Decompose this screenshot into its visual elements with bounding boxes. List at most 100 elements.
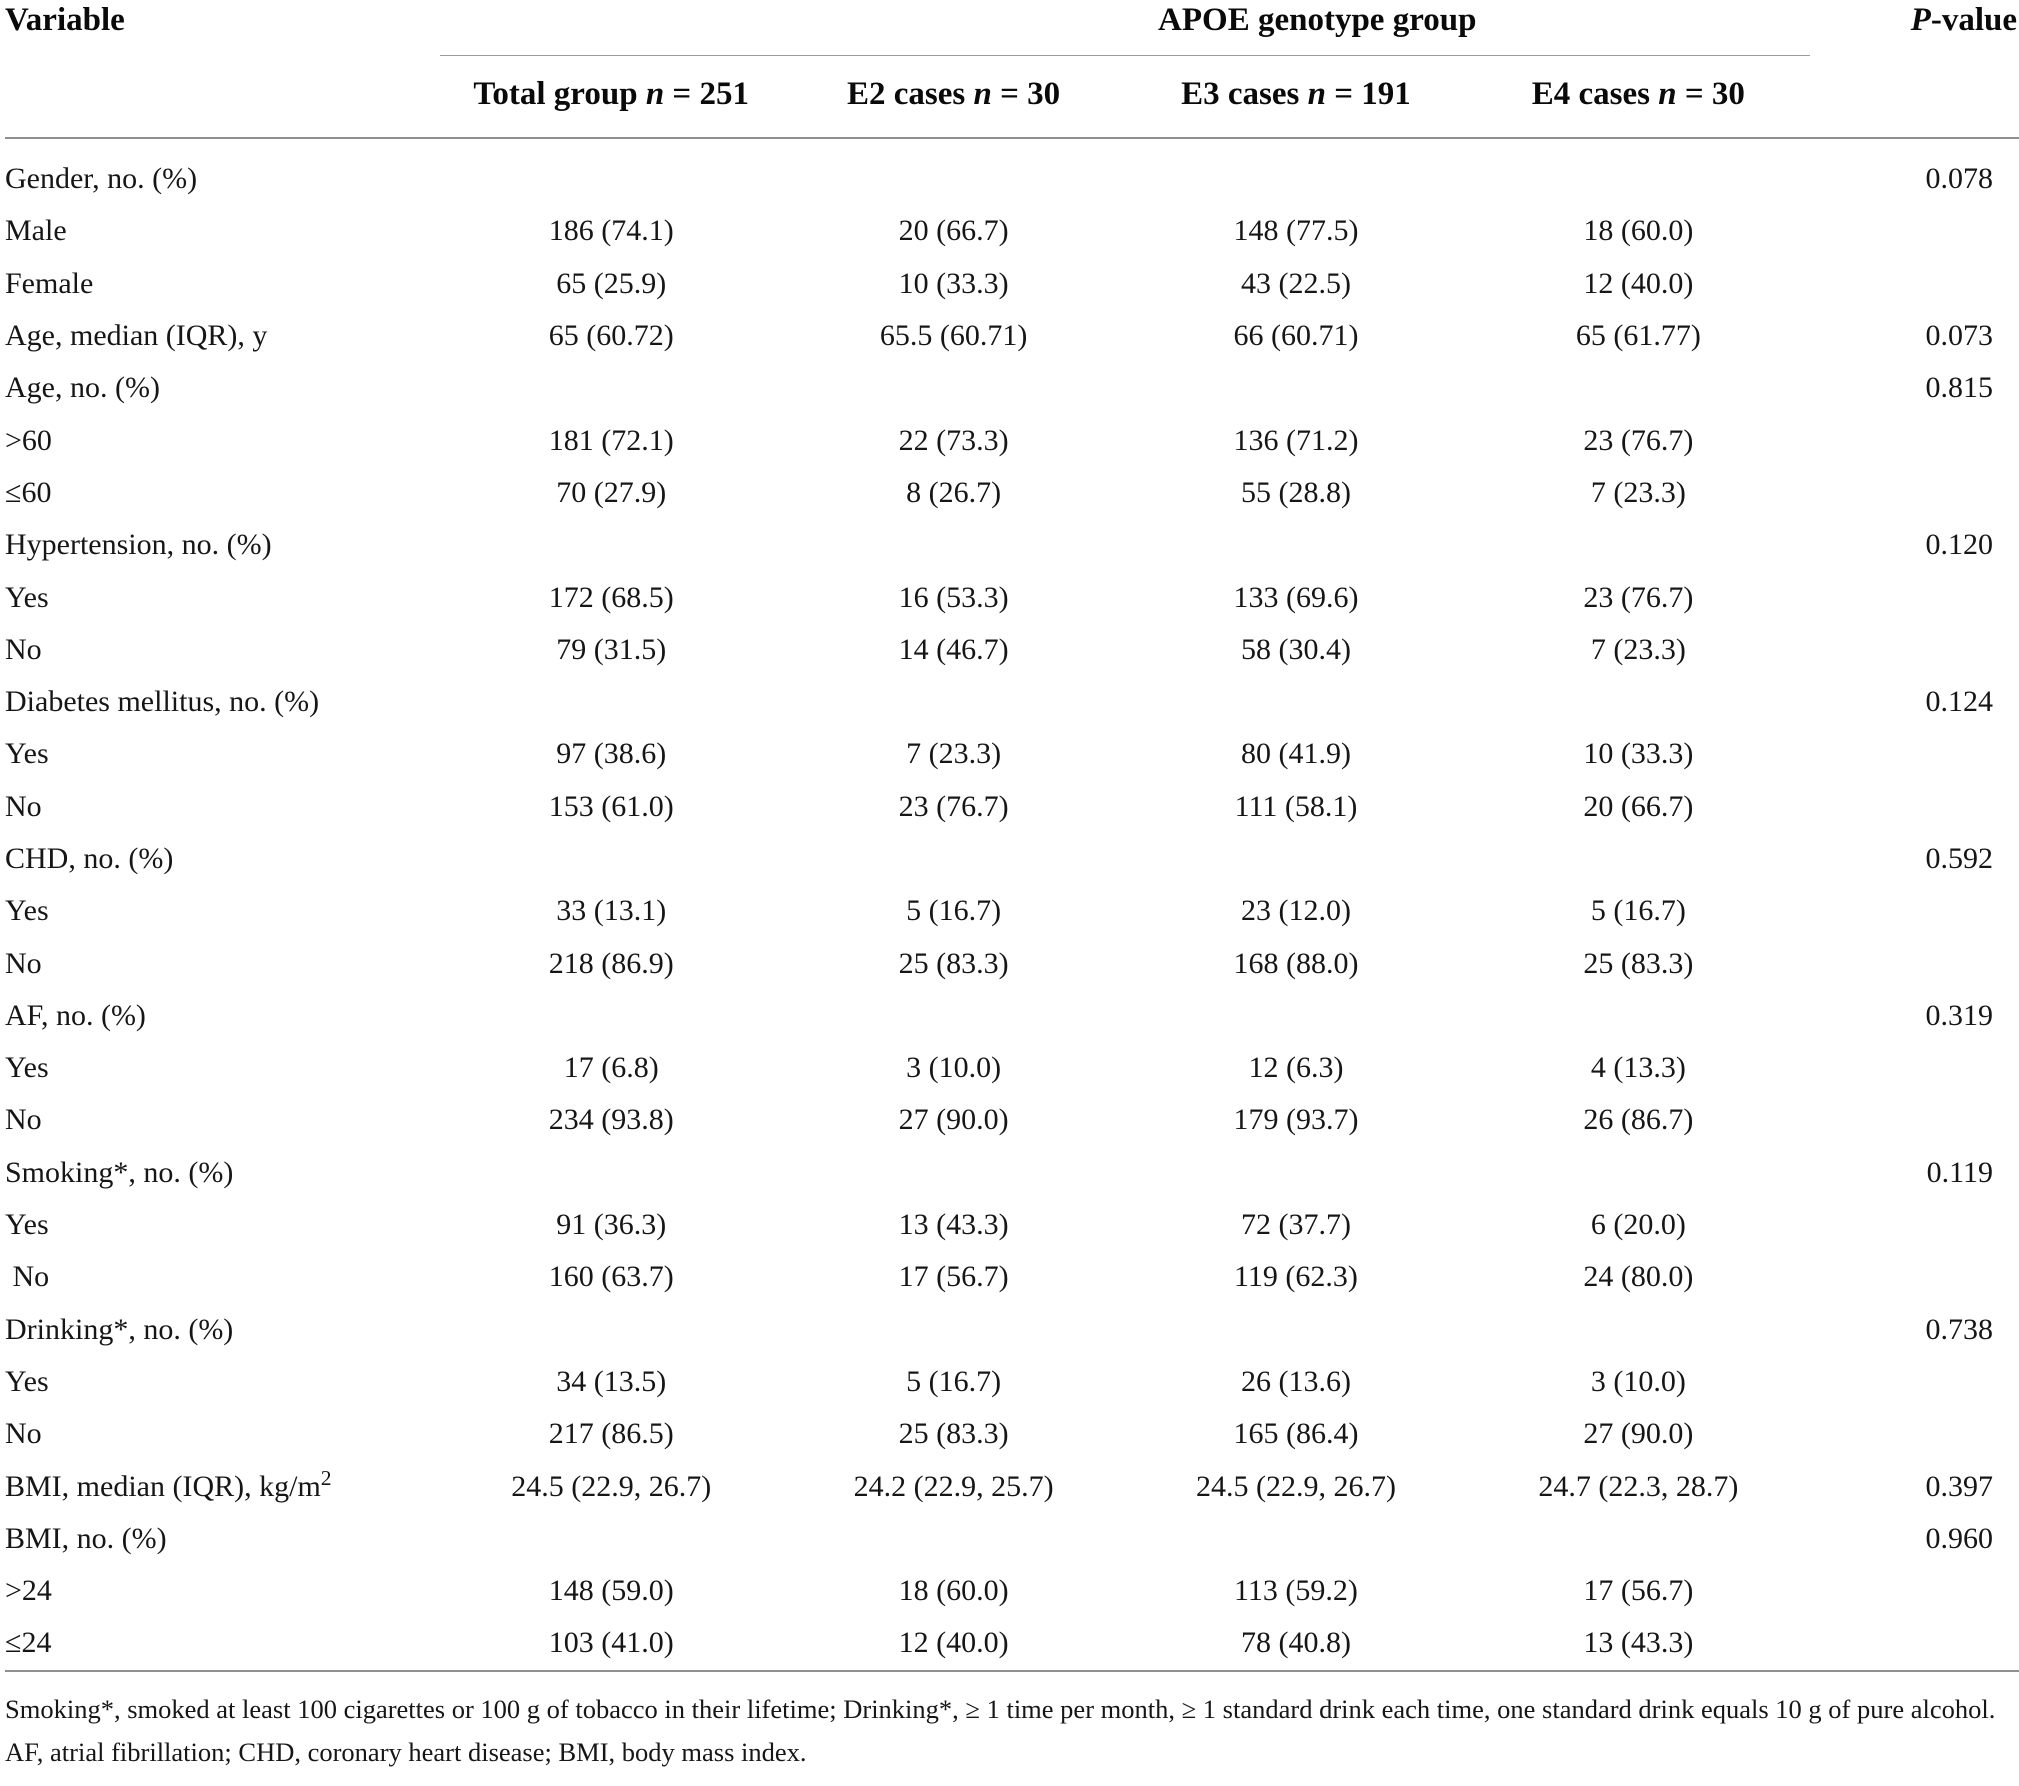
equals-symbol: =: [991, 76, 1028, 112]
cell-total-group: [440, 1513, 782, 1565]
table-row: Yes 91 (36.3) 13 (43.3) 72 (37.7) 6 (20.0): [5, 1199, 2019, 1251]
row-label-text: Age, median (IQR), y: [5, 319, 268, 353]
row-label: Hypertension, no. (%): [5, 519, 440, 571]
cell-total-group: 65 (60.72): [548, 319, 674, 353]
table-row: Yes 34 (13.5) 5 (16.7) 26 (13.6) 3 (10.0): [5, 1356, 2019, 1408]
subheader-spacer-left: [5, 55, 441, 139]
cell-e3-cases: 23 (12.0): [1240, 894, 1351, 928]
cell-pvalue: [1810, 205, 2019, 257]
cell-e4-cases: 4 (13.3): [1590, 1051, 1686, 1085]
cell-pvalue: [1810, 467, 2019, 519]
subheader-count: 30: [1027, 76, 1061, 112]
cell-e4-cases: 26 (86.7): [1583, 1103, 1694, 1137]
table-row: AF, no. (%) 0.319: [5, 990, 2019, 1042]
cell-e2-cases: 10 (33.3): [898, 266, 1009, 300]
cell-pvalue: [1810, 1094, 2019, 1146]
table-header: Variable APOE genotype group P-value Tot…: [5, 2, 2019, 139]
n-symbol: n: [645, 76, 665, 112]
cell-total-group: 186 (74.1): [548, 214, 674, 248]
footnote-definitions: Smoking*, smoked at least 100 cigarettes…: [5, 1693, 1996, 1724]
cell-total-group: 153 (61.0): [548, 789, 674, 823]
table-row: Smoking*, no. (%) 0.119: [5, 1147, 2019, 1199]
cell-e4-cases: [1467, 990, 1809, 1042]
table-row: BMI, median (IQR), kg/m2 24.5 (22.9, 26.7…: [5, 1460, 2019, 1512]
cell-e2-cases: 25 (83.3): [898, 946, 1009, 980]
table-row: ≤60 70 (27.9) 8 (26.7) 55 (28.8) 7 (23.3): [5, 467, 2019, 519]
row-label-text: >24: [5, 1574, 52, 1608]
table-row: No 217 (86.5) 25 (83.3) 165 (86.4) 27 (90.0): [5, 1408, 2019, 1460]
cell-e4-cases: [1467, 138, 1809, 205]
cell-e3-cases: 168 (88.0): [1233, 946, 1359, 980]
table-row: Gender, no. (%) 0.078: [5, 138, 2019, 205]
cell-e4-cases: 20 (66.7): [1583, 789, 1694, 823]
cell-pvalue: [1810, 1042, 2019, 1094]
cell-total-group: 181 (72.1): [548, 423, 674, 457]
row-label: Drinking*, no. (%): [5, 1304, 440, 1356]
cell-e3-cases: [1125, 1147, 1467, 1199]
cell-pvalue: [1810, 1356, 2019, 1408]
cell-e4-cases: [1467, 362, 1809, 414]
row-label-text: No: [5, 1260, 50, 1294]
cell-pvalue: [1810, 1251, 2019, 1303]
cell-e3-cases: 80 (41.9): [1240, 737, 1351, 771]
cell-e3-cases: 78 (40.8): [1240, 1626, 1351, 1660]
cell-e4-cases: 24 (80.0): [1583, 1260, 1694, 1294]
column-header-variable: Variable: [5, 2, 125, 38]
table-row: Age, median (IQR), y 65 (60.72) 65.5 (60.7…: [5, 310, 2019, 362]
cell-e2-cases: 20 (66.7): [898, 214, 1009, 248]
cell-e4-cases: [1467, 519, 1809, 571]
table-row: No 153 (61.0) 23 (76.7) 111 (58.1) 20 (66.7): [5, 781, 2019, 833]
row-label-text: No: [5, 632, 42, 666]
cell-total-group: [440, 1304, 782, 1356]
row-label-text: Yes: [5, 580, 49, 614]
pvalue-italic-p: P: [1910, 2, 1931, 38]
cell-e3-cases: 133 (69.6): [1233, 580, 1359, 614]
subheader-label: E4 cases: [1531, 76, 1650, 112]
cell-total-group: 70 (27.9): [556, 475, 667, 509]
cell-e4-cases: 13 (43.3): [1583, 1626, 1694, 1660]
cell-e3-cases: 119 (62.3): [1234, 1260, 1358, 1294]
cell-e2-cases: 5 (16.7): [906, 894, 1002, 928]
cell-e2-cases: 18 (60.0): [898, 1574, 1009, 1608]
table-footnotes: Smoking*, smoked at least 100 cigarettes…: [5, 1672, 2019, 1770]
cell-e4-cases: 12 (40.0): [1583, 266, 1694, 300]
cell-e3-cases: 179 (93.7): [1233, 1103, 1359, 1137]
cell-e4-cases: [1467, 833, 1809, 885]
cell-total-group: 91 (36.3): [556, 1208, 667, 1242]
table-row: No 218 (86.9) 25 (83.3) 168 (88.0) 25 (83.3): [5, 937, 2019, 989]
subheader-label: Total group: [473, 76, 638, 112]
cell-e3-cases: [1125, 676, 1467, 728]
cell-e2-cases: 7 (23.3): [906, 737, 1002, 771]
cell-total-group: 234 (93.8): [548, 1103, 674, 1137]
row-label: Female: [5, 258, 440, 310]
cell-e3-cases: [1125, 1304, 1467, 1356]
row-label: Age, no. (%): [5, 362, 440, 414]
column-header-apoe-group: APOE genotype group: [440, 2, 1810, 56]
table-row: No 79 (31.5) 14 (46.7) 58 (30.4) 7 (23.3): [5, 624, 2019, 676]
subheader-label: E3 cases: [1181, 76, 1300, 112]
row-label-text: No: [5, 789, 42, 823]
cell-pvalue: 0.078: [1925, 162, 1994, 196]
cell-total-group: 97 (38.6): [556, 737, 667, 771]
row-label: Male: [5, 205, 440, 257]
cell-e3-cases: [1125, 1513, 1467, 1565]
cell-total-group: 148 (59.0): [548, 1574, 674, 1608]
cell-e2-cases: [782, 1304, 1124, 1356]
row-label: Age, median (IQR), y: [5, 310, 440, 362]
cell-pvalue: [1810, 571, 2019, 623]
cell-e3-cases: 148 (77.5): [1233, 214, 1359, 248]
row-label-text: Smoking*, no. (%): [5, 1155, 234, 1189]
pvalue-rest: -value: [1930, 2, 2017, 38]
cell-e3-cases: [1125, 833, 1467, 885]
table-row: Yes 97 (38.6) 7 (23.3) 80 (41.9) 10 (33.3): [5, 728, 2019, 780]
table-row: Drinking*, no. (%) 0.738: [5, 1304, 2019, 1356]
cell-e2-cases: [782, 519, 1124, 571]
cell-pvalue: 0.073: [1925, 319, 1994, 353]
cell-e2-cases: [782, 676, 1124, 728]
table-row: BMI, no. (%) 0.960: [5, 1513, 2019, 1565]
row-label: No: [5, 1094, 440, 1146]
subheader-spacer-right: [1809, 55, 2019, 139]
column-header-total-group: Total group n = 251: [440, 55, 783, 139]
cell-total-group: 172 (68.5): [548, 580, 674, 614]
row-label: Diabetes mellitus, no. (%): [5, 676, 440, 728]
